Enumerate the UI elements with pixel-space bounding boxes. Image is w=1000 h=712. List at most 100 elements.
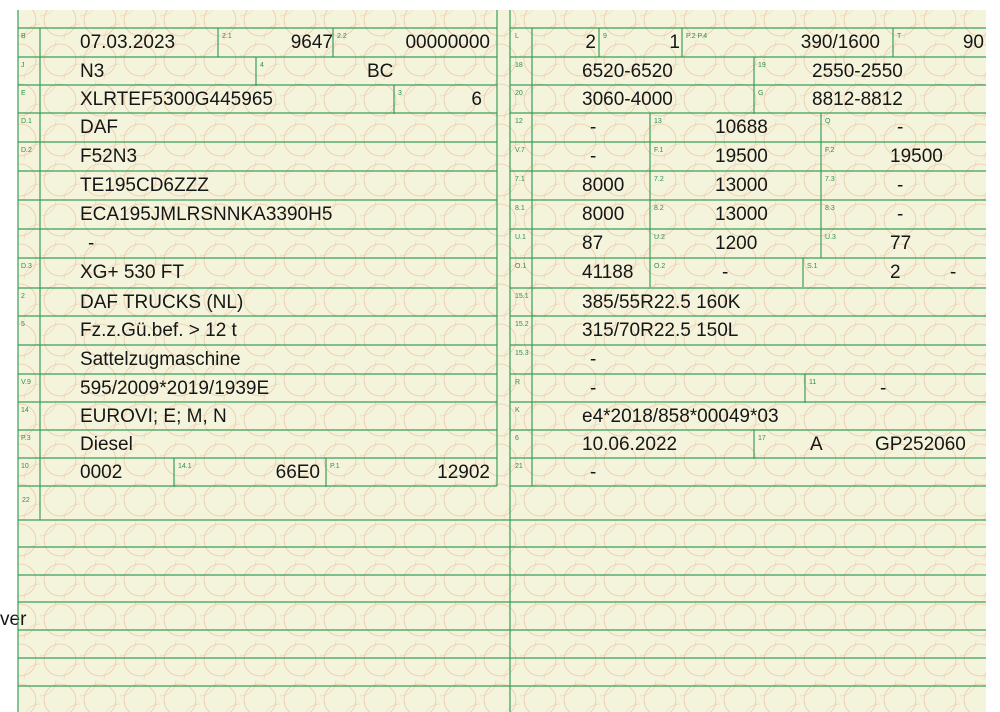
- field-code: F.2: [825, 147, 834, 154]
- field-value: 07.03.2023: [80, 32, 175, 53]
- field-value: 0002: [80, 462, 122, 483]
- field-value: 19500: [715, 146, 768, 167]
- field-code: J: [21, 62, 25, 69]
- field-code: V.7: [515, 147, 525, 154]
- field-value: -: [897, 204, 903, 225]
- field-value: 87: [582, 233, 603, 254]
- field-code: K: [515, 407, 520, 414]
- field-value: 9647: [291, 32, 333, 53]
- field-code: 14.1: [178, 463, 192, 470]
- field-code: S.1: [807, 263, 818, 270]
- field-code: 13: [654, 118, 662, 125]
- field-value: N3: [80, 61, 104, 82]
- field-value: e4*2018/858*00049*03: [582, 406, 779, 427]
- field-code: 18: [515, 62, 523, 69]
- field-code: 20: [515, 90, 523, 97]
- field-code: E: [21, 90, 26, 97]
- field-value: TE195CD6ZZZ: [80, 175, 209, 196]
- field-code: P.3: [21, 435, 31, 442]
- field-code: V.9: [21, 379, 31, 386]
- field-value: 00000000: [405, 32, 490, 53]
- field-value: 595/2009*2019/1939E: [80, 378, 269, 399]
- field-value: Sattelzugmaschine: [80, 349, 241, 370]
- field-value: -: [88, 233, 94, 254]
- field-code: U.2: [654, 234, 665, 241]
- field-code: 17: [758, 435, 766, 442]
- field-code: P.2 P.4: [686, 33, 707, 40]
- field-code: 15.1: [515, 293, 529, 300]
- field-value: 6520-6520: [582, 61, 673, 82]
- field-value: -: [897, 175, 903, 196]
- field-value: -: [590, 378, 596, 399]
- field-value: 3060-4000: [582, 89, 673, 110]
- field-value: -: [722, 262, 728, 283]
- field-value: 6: [471, 89, 482, 110]
- field-value: 8812-8812: [812, 89, 903, 110]
- field-value: BC: [367, 61, 393, 82]
- field-value: DAF: [80, 117, 118, 138]
- field-value: A: [810, 434, 823, 455]
- field-value: XLRTEF5300G445965: [80, 89, 273, 110]
- field-code: D.3: [21, 263, 32, 270]
- field-code: B: [21, 33, 26, 40]
- field-code: U.1: [515, 234, 526, 241]
- field-value: GP252060: [875, 434, 966, 455]
- field-code: 10: [21, 463, 29, 470]
- field-code: 19: [758, 62, 766, 69]
- field-code: 4: [260, 62, 264, 69]
- field-code: 8.1: [515, 205, 525, 212]
- background: [18, 10, 986, 712]
- field-value: 385/55R22.5 160K: [582, 292, 741, 313]
- field-value: ECA195JMLRSNNKA3390H5: [80, 204, 332, 225]
- field-code: Q: [825, 118, 831, 125]
- field-code: P.1: [330, 463, 340, 470]
- field-value: 10.06.2022: [582, 434, 677, 455]
- field-code: 14: [21, 407, 29, 414]
- field-value: -: [590, 146, 596, 167]
- field-value: 13000: [715, 204, 768, 225]
- field-value: 1: [669, 32, 680, 53]
- field-code: 7.1: [515, 176, 525, 183]
- field-code: R: [515, 379, 520, 386]
- field-value: -: [880, 378, 886, 399]
- field-code: 2.2: [337, 33, 347, 40]
- field-value: DAF TRUCKS (NL): [80, 292, 243, 313]
- field-value: 2550-2550: [812, 61, 903, 82]
- field-value: 77: [890, 233, 911, 254]
- field-code: U.3: [825, 234, 836, 241]
- field-value: 390/1600: [801, 32, 880, 53]
- field-code: D.1: [21, 118, 32, 125]
- field-code: G: [758, 90, 763, 97]
- field-code: L: [515, 33, 519, 40]
- field-code: T: [897, 33, 902, 40]
- field-value: XG+ 530 FT: [80, 262, 184, 283]
- field-code: 3: [398, 90, 402, 97]
- field-value: F52N3: [80, 146, 137, 167]
- side-text: ver: [0, 609, 27, 630]
- field-value: 90: [963, 32, 984, 53]
- field-code: 2: [21, 293, 25, 300]
- field-code: 15.3: [515, 350, 529, 357]
- field-value: Diesel: [80, 434, 133, 455]
- field-value: Fz.z.Gü.bef. > 12 t: [80, 320, 238, 341]
- field-code: F.1: [654, 147, 663, 154]
- field-value: 41188: [582, 262, 633, 283]
- field-code: 7.2: [654, 176, 664, 183]
- field-value: 2: [585, 32, 596, 53]
- field-code: D.2: [21, 147, 32, 154]
- field-code: 2.1: [222, 33, 232, 40]
- field-value: 8000: [582, 175, 624, 196]
- field-code: 9: [603, 33, 607, 40]
- field-value: 66E0: [276, 462, 320, 483]
- field-value: -: [590, 117, 596, 138]
- field-value: 19500: [890, 146, 943, 167]
- field-code: 8.3: [825, 205, 835, 212]
- field-code: 15.2: [515, 321, 529, 328]
- field-value: -: [590, 349, 596, 370]
- field-value: 315/70R22.5 150L: [582, 320, 738, 341]
- field-value: -: [590, 462, 596, 483]
- field-value: EUROVI; E; M, N: [80, 406, 227, 427]
- field-code: 12: [515, 118, 523, 125]
- field-value: 8000: [582, 204, 624, 225]
